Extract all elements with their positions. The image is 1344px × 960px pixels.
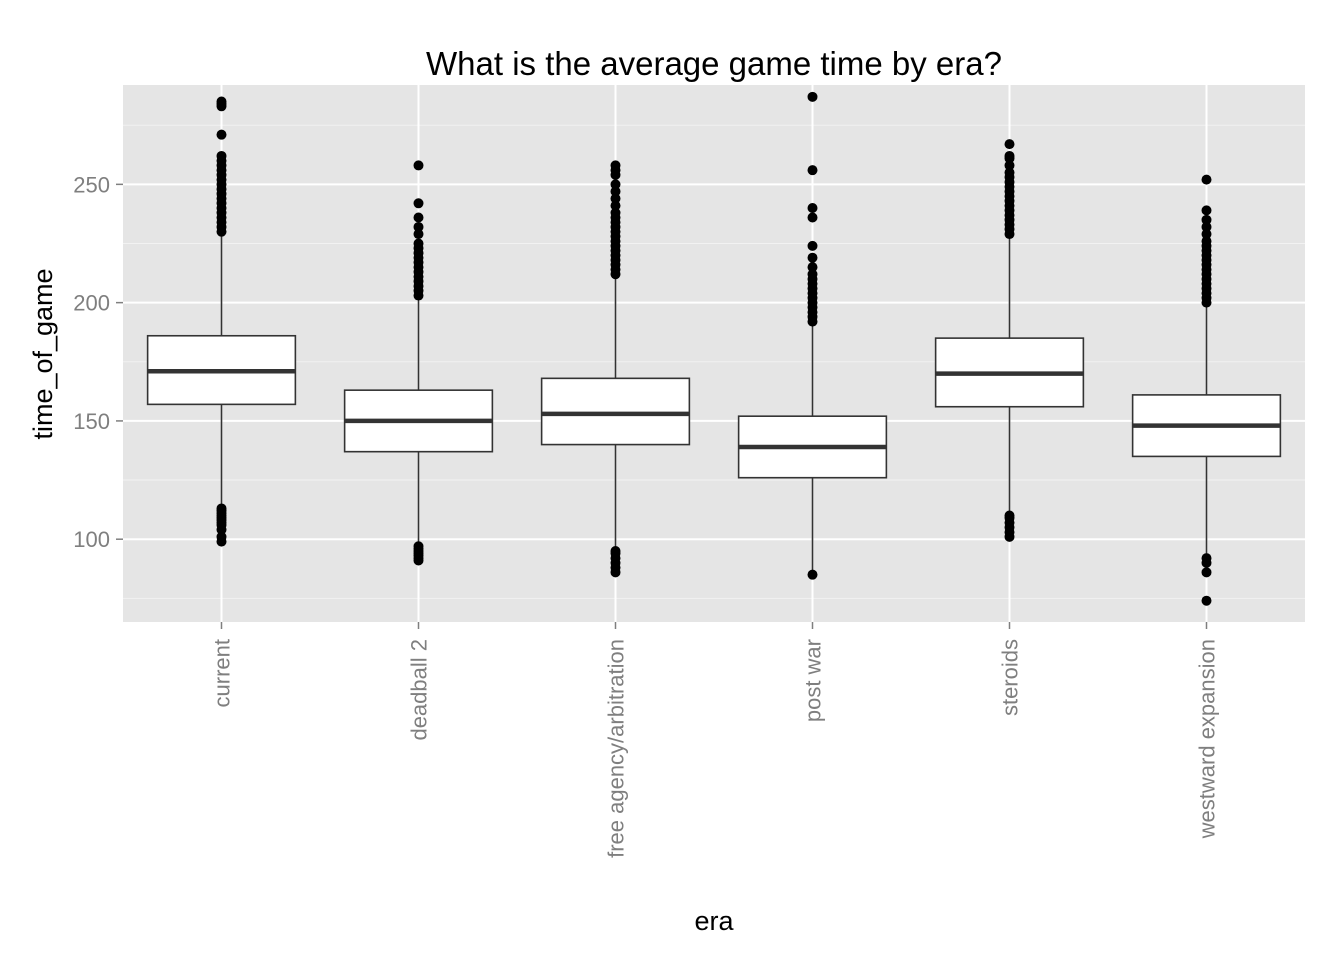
box-free-agency-arbitration	[540, 160, 691, 578]
outlier-point	[1004, 150, 1015, 161]
outlier-point	[1201, 236, 1212, 247]
outlier-point	[1201, 567, 1212, 578]
outlier-point	[413, 212, 424, 223]
box-post-war	[737, 91, 888, 580]
outlier-point	[1004, 167, 1015, 178]
outlier-point	[807, 91, 818, 102]
outlier-point	[1201, 595, 1212, 606]
iqr-box	[540, 377, 691, 446]
y-tick-label: 100	[73, 527, 110, 552]
outlier-point	[1201, 214, 1212, 225]
outlier-point	[610, 200, 621, 211]
outlier-point	[1201, 221, 1212, 232]
outlier-point	[807, 252, 818, 263]
outlier-point	[807, 269, 818, 280]
outlier-point	[610, 186, 621, 197]
x-tick-label: current	[210, 639, 235, 707]
outlier-point	[216, 150, 227, 161]
y-tick-label: 200	[73, 291, 110, 316]
outlier-point	[807, 240, 818, 251]
outlier-point	[216, 503, 227, 514]
outlier-point	[610, 179, 621, 190]
outlier-point	[413, 541, 424, 552]
outlier-point	[610, 193, 621, 204]
box-steroids	[934, 139, 1085, 542]
outlier-point	[807, 212, 818, 223]
box-current	[146, 96, 297, 547]
x-tick-label: steroids	[998, 639, 1023, 716]
plot-panel	[123, 85, 1305, 622]
x-axis: current deadball 2 free agency/arbitration…	[210, 622, 1220, 858]
outlier-point	[610, 546, 621, 557]
chart-title: What is the average game time by era?	[426, 45, 1002, 82]
y-tick-label: 150	[73, 409, 110, 434]
outlier-point	[807, 569, 818, 580]
x-axis-title: era	[694, 906, 734, 936]
boxes-layer	[146, 91, 1282, 606]
outlier-point	[216, 531, 227, 542]
outlier-point	[1201, 553, 1212, 564]
outlier-point	[807, 262, 818, 273]
box-westward-expansion	[1131, 174, 1282, 606]
outlier-point	[610, 160, 621, 171]
outlier-point	[413, 238, 424, 249]
outlier-point	[1004, 160, 1015, 171]
outlier-point	[1201, 205, 1212, 216]
y-tick-label: 250	[73, 172, 110, 197]
outlier-point	[216, 129, 227, 140]
x-tick-label: westward expansion	[1195, 639, 1220, 839]
outlier-point	[1201, 174, 1212, 185]
outlier-point	[413, 160, 424, 171]
outlier-point	[413, 229, 424, 240]
outlier-point	[610, 207, 621, 218]
outlier-point	[1201, 229, 1212, 240]
outlier-point	[807, 203, 818, 214]
outlier-point	[1004, 139, 1015, 150]
x-tick-label: post war	[801, 639, 826, 722]
x-tick-label: deadball 2	[407, 639, 432, 741]
outlier-point	[413, 198, 424, 209]
outlier-point	[413, 221, 424, 232]
outlier-point	[216, 96, 227, 107]
outlier-point	[1004, 510, 1015, 521]
x-tick-label: free agency/arbitration	[604, 639, 629, 858]
y-axis-title: time_of_game	[28, 268, 58, 439]
y-axis: 100 150 200 250	[73, 172, 123, 552]
outlier-point	[807, 165, 818, 176]
minor-gridlines	[123, 124, 1305, 599]
box-deadball-2	[343, 160, 494, 566]
